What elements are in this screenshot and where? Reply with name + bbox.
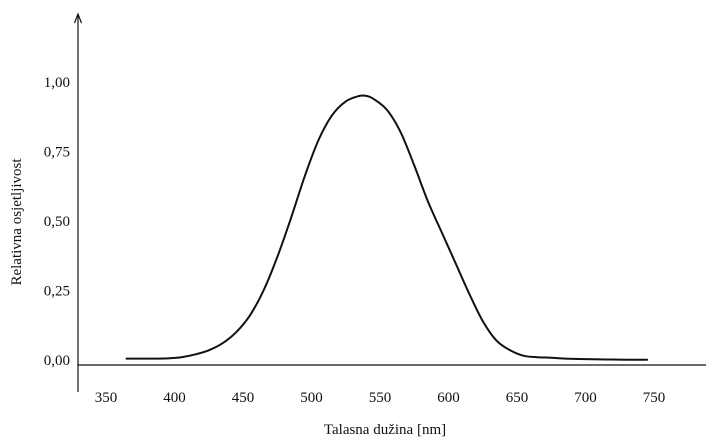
- y-axis: 0,00 0,25 0,50 0,75 1,00: [44, 12, 83, 392]
- x-tick-label: 650: [506, 390, 529, 406]
- x-tick-label: 450: [232, 390, 255, 406]
- x-tick-label: 350: [95, 390, 118, 406]
- y-tick-label: 0,00: [44, 353, 70, 369]
- x-axis: 350 400 450 500 550 600 650 700 750: [78, 364, 706, 406]
- x-tick-label: 550: [369, 390, 392, 406]
- x-tick-label: 400: [163, 390, 186, 406]
- x-tick-label: 750: [643, 390, 666, 406]
- y-tick-label: 1,00: [44, 75, 70, 91]
- x-tick-label: 600: [437, 390, 460, 406]
- y-tick-label: 0,75: [44, 145, 70, 161]
- x-tick-label: 500: [300, 390, 323, 406]
- y-tick-label: 0,25: [44, 284, 70, 300]
- series-line: [125, 94, 649, 361]
- series-group: [125, 94, 649, 361]
- y-tick-label: 0,50: [44, 214, 70, 230]
- y-axis-arrow: [73, 12, 83, 24]
- x-axis-title: Talasna dužina [nm]: [324, 422, 446, 438]
- y-axis-title: Relativna osjetljivost: [9, 158, 25, 286]
- x-tick-label: 700: [574, 390, 597, 406]
